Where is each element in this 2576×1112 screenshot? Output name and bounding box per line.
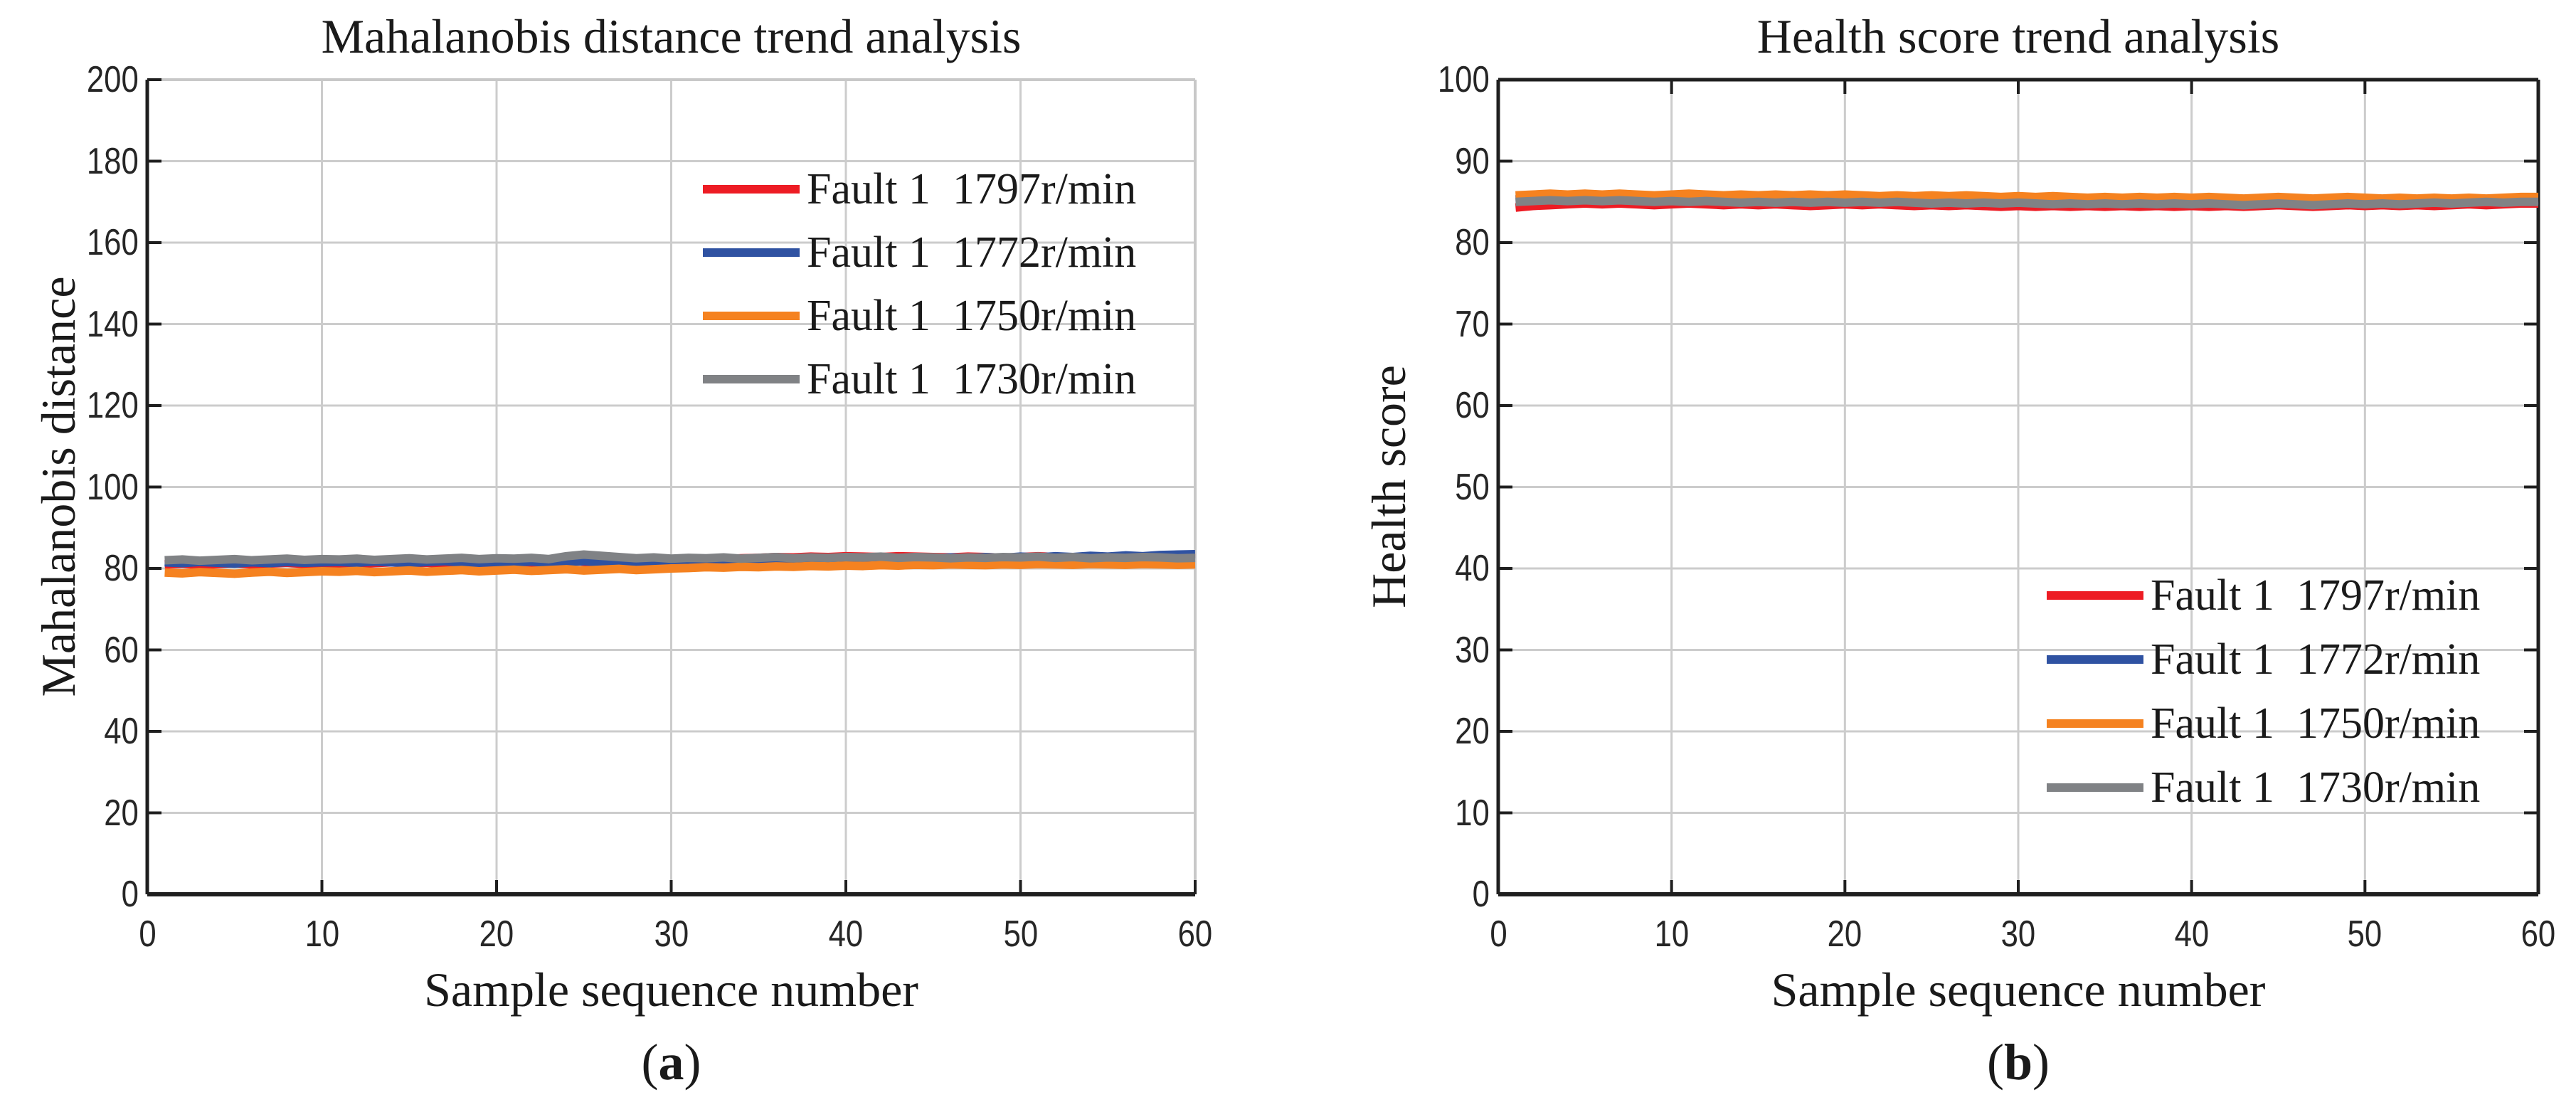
y-tick-label: 140 bbox=[87, 303, 139, 345]
legend-entry: Fault 1 1772r/min bbox=[2047, 628, 2480, 692]
x-tick-label: 30 bbox=[654, 914, 689, 955]
legend-entry: Fault 1 1797r/min bbox=[703, 157, 1136, 221]
chart-a-caption: (a) bbox=[147, 1033, 1195, 1092]
x-tick-label: 60 bbox=[2521, 914, 2556, 955]
legend-label: Fault 1 1772r/min bbox=[2151, 635, 2481, 684]
caption-b-close: ) bbox=[2032, 1034, 2050, 1091]
legend-line-swatch bbox=[703, 374, 800, 383]
x-tick-label: 50 bbox=[2348, 914, 2382, 955]
y-tick-label: 20 bbox=[104, 792, 139, 834]
legend-line-swatch bbox=[2047, 655, 2143, 664]
caption-a-letter: a bbox=[658, 1034, 684, 1091]
y-tick-label: 30 bbox=[1455, 629, 1490, 671]
y-tick-label: 60 bbox=[1455, 385, 1490, 426]
legend-entry: Fault 1 1730r/min bbox=[2047, 756, 2480, 820]
y-tick-label: 200 bbox=[87, 59, 139, 100]
y-tick-label: 10 bbox=[1455, 792, 1490, 834]
legend-label: Fault 1 1730r/min bbox=[2151, 763, 2481, 812]
chart-b-title: Health score trend analysis bbox=[1756, 9, 2280, 63]
legend-line-swatch bbox=[2047, 591, 2143, 600]
y-tick-label: 180 bbox=[87, 140, 139, 182]
legend-label: Fault 1 1772r/min bbox=[807, 228, 1137, 277]
caption-b-letter: b bbox=[2003, 1034, 2033, 1091]
y-tick-label: 70 bbox=[1455, 303, 1490, 345]
legend-label: Fault 1 1797r/min bbox=[807, 164, 1137, 213]
legend-entry: Fault 1 1797r/min bbox=[2047, 563, 2480, 628]
legend-label: Fault 1 1750r/min bbox=[2151, 699, 2481, 748]
legend-label: Fault 1 1797r/min bbox=[2151, 571, 2481, 620]
legend-entry: Fault 1 1772r/min bbox=[703, 221, 1136, 284]
y-tick-label: 80 bbox=[1455, 222, 1490, 263]
x-tick-label: 30 bbox=[2000, 914, 2036, 955]
chart-b-plot-area bbox=[1496, 78, 2540, 896]
legend-entry: Fault 1 1750r/min bbox=[703, 284, 1136, 347]
x-tick-label: 60 bbox=[1177, 914, 1213, 955]
legend-line-swatch bbox=[703, 184, 800, 194]
y-tick-label: 20 bbox=[1455, 711, 1490, 752]
legend-line-swatch bbox=[703, 248, 800, 257]
x-tick-label: 40 bbox=[828, 914, 864, 955]
chart-a-x-axis-label: Sample sequence number bbox=[424, 963, 918, 1017]
legend-line-swatch bbox=[2047, 719, 2143, 728]
y-tick-label: 0 bbox=[1472, 874, 1490, 915]
chart-a-title: Mahalanobis distance trend analysis bbox=[321, 9, 1022, 63]
y-tick-label: 80 bbox=[104, 548, 139, 589]
legend-line-swatch bbox=[2047, 783, 2143, 792]
chart-b-caption: (b) bbox=[1498, 1033, 2538, 1092]
chart-a-legend: Fault 1 1797r/min Fault 1 1772r/min Fault … bbox=[703, 157, 1136, 411]
y-tick-label: 90 bbox=[1455, 140, 1490, 182]
y-tick-label: 0 bbox=[121, 874, 139, 915]
x-tick-label: 20 bbox=[1828, 914, 1862, 955]
legend-label: Fault 1 1730r/min bbox=[807, 354, 1137, 403]
legend-entry: Fault 1 1750r/min bbox=[2047, 692, 2480, 756]
y-tick-label: 100 bbox=[1438, 59, 1490, 100]
caption-a-close: ) bbox=[684, 1034, 701, 1091]
legend-label: Fault 1 1750r/min bbox=[807, 291, 1137, 340]
x-tick-label: 50 bbox=[1003, 914, 1038, 955]
y-tick-label: 50 bbox=[1455, 466, 1490, 508]
y-tick-label: 40 bbox=[104, 711, 139, 752]
x-tick-label: 10 bbox=[1654, 914, 1689, 955]
legend-entry: Fault 1 1730r/min bbox=[703, 347, 1136, 411]
chart-b-legend: Fault 1 1797r/min Fault 1 1772r/min Fault … bbox=[2047, 563, 2480, 820]
x-tick-label: 20 bbox=[479, 914, 514, 955]
y-tick-label: 40 bbox=[1455, 548, 1490, 589]
x-tick-label: 0 bbox=[1489, 914, 1507, 955]
legend-line-swatch bbox=[703, 311, 800, 320]
y-tick-label: 100 bbox=[87, 466, 139, 508]
caption-a-open: ( bbox=[641, 1034, 659, 1091]
y-tick-label: 60 bbox=[104, 629, 139, 671]
y-tick-label: 160 bbox=[87, 222, 139, 263]
x-tick-label: 0 bbox=[138, 914, 157, 955]
chart-a-plot-area bbox=[145, 78, 1197, 896]
x-tick-label: 10 bbox=[304, 914, 339, 955]
chart-b-x-axis-label: Sample sequence number bbox=[1771, 963, 2266, 1017]
caption-b-open: ( bbox=[1986, 1034, 2004, 1091]
y-tick-label: 120 bbox=[87, 385, 139, 426]
x-tick-label: 40 bbox=[2174, 914, 2209, 955]
